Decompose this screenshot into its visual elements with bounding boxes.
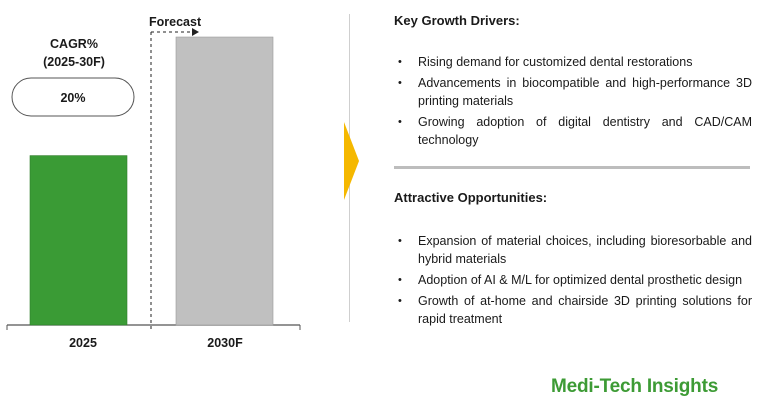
x-tick-label-2030f: 2030F [207,336,243,350]
cagr-badge [11,77,135,117]
opportunity-text: Growth of at-home and chairside 3D print… [418,294,752,326]
bullet-icon: • [398,235,402,247]
cagr-label: CAGR% [50,37,98,51]
market-bar-chart: Forecast CAGR% (2025-30F) 20% 2025 2030F [6,15,301,350]
list-item: • Growth of at-home and chairside 3D prin… [394,292,752,328]
chevron-right-icon [344,122,359,200]
attractive-opportunities-title: Attractive Opportunities: [394,190,548,205]
list-item: • Expansion of material choices, includin… [394,232,752,268]
x-tick-label-2025: 2025 [69,336,97,350]
key-growth-drivers-list: • Rising demand for customized dental res… [394,53,752,149]
bullet-icon: • [398,116,402,128]
attractive-opportunities-section: Attractive Opportunities: • Expansion of … [394,190,752,331]
brand-logo: Medi-Tech Insights [551,376,719,397]
bullet-icon: • [398,295,402,307]
driver-text: Advancements in biocompatible and high-p… [418,76,752,108]
opportunity-text: Expansion of material choices, including… [418,234,752,266]
bullet-icon: • [398,56,402,68]
driver-text: Rising demand for customized dental rest… [418,55,693,69]
cagr-value: 20% [60,91,85,105]
bullet-icon: • [398,274,402,286]
bullet-icon: • [398,77,402,89]
bar-2025 [29,155,128,326]
list-item: • Advancements in biocompatible and high-… [394,74,752,110]
key-growth-drivers-title: Key Growth Drivers: [394,13,520,28]
key-growth-drivers-section: Key Growth Drivers: • Rising demand for c… [394,13,752,152]
bar-2030f [175,36,274,326]
forecast-label: Forecast [149,15,202,29]
section-separator [394,166,750,169]
opportunity-text: Adoption of AI & M/L for optimized denta… [418,273,743,287]
list-item: • Growing adoption of digital dentistry a… [394,113,752,149]
cagr-period: (2025-30F) [43,55,105,69]
driver-text: Growing adoption of digital dentistry an… [418,115,752,147]
attractive-opportunities-list: • Expansion of material choices, includin… [394,232,752,328]
list-item: • Rising demand for customized dental res… [394,53,752,71]
list-item: • Adoption of AI & M/L for optimized dent… [394,271,752,289]
